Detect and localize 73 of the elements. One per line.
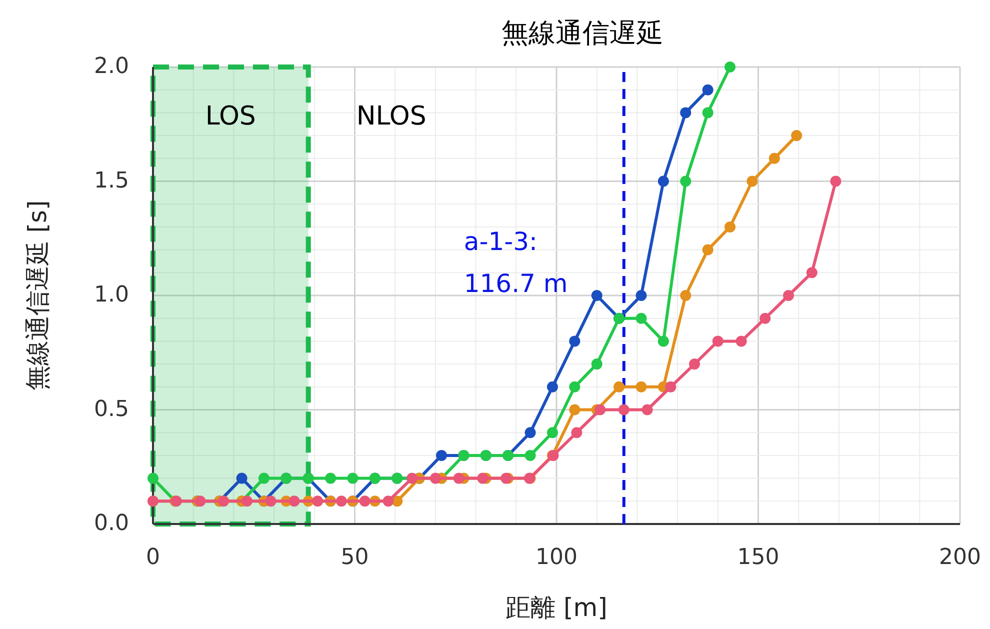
x-tick-label: 150 [737, 545, 780, 570]
point [569, 404, 580, 416]
point [524, 427, 536, 438]
point [436, 450, 448, 461]
y-tick-label: 1.0 [94, 282, 129, 308]
point [712, 336, 724, 347]
point [347, 472, 358, 484]
point [546, 381, 558, 392]
point [760, 312, 771, 324]
point [406, 472, 418, 484]
point [680, 107, 692, 118]
point [477, 472, 488, 484]
point [636, 312, 647, 324]
point [680, 290, 692, 301]
point [636, 381, 647, 392]
x-tick-label: 100 [536, 545, 578, 570]
point [724, 62, 736, 72]
point [591, 358, 602, 370]
annotation: NLOS [356, 101, 426, 132]
point [265, 496, 276, 507]
point [288, 496, 300, 507]
band-label: LOS [205, 101, 256, 132]
y-tick-label: 0.0 [94, 511, 129, 536]
chart-title: 無線通信遅延 [502, 18, 664, 49]
point [359, 496, 370, 507]
point [591, 290, 602, 301]
point [524, 450, 536, 461]
point [702, 107, 714, 118]
point [746, 176, 758, 187]
ref-line-label: a-1-3: 116.7 m [464, 226, 568, 298]
point [642, 404, 653, 416]
point [569, 381, 580, 392]
point [569, 336, 580, 347]
point [325, 472, 336, 484]
point [242, 496, 253, 507]
point [236, 472, 248, 484]
point [258, 472, 270, 484]
point [618, 404, 630, 416]
y-tick-label: 1.5 [94, 168, 129, 194]
point [594, 404, 606, 416]
point [806, 267, 818, 278]
x-tick-label: 50 [340, 545, 369, 570]
point [658, 176, 669, 187]
point [382, 496, 394, 507]
point [658, 336, 669, 347]
point [430, 472, 441, 484]
point [702, 244, 714, 256]
point [688, 358, 700, 370]
x-axis-title: 距離 [m] [506, 593, 608, 622]
point [665, 381, 676, 392]
point [636, 290, 647, 301]
point [768, 152, 780, 164]
x-tick-label: 0 [146, 545, 160, 570]
point [702, 84, 714, 96]
point [312, 496, 324, 507]
y-tick-label: 2.0 [94, 54, 129, 80]
point [218, 496, 230, 507]
x-tick-label: 200 [939, 545, 981, 570]
y-axis-title: 無線通信遅延 [s] [23, 200, 52, 391]
point [453, 472, 464, 484]
point [830, 176, 842, 187]
point [614, 381, 625, 392]
point [336, 496, 347, 507]
y-tick-label: 0.5 [94, 396, 129, 422]
point [680, 176, 692, 187]
point [736, 336, 747, 347]
point [791, 130, 802, 142]
point [571, 427, 582, 438]
point [194, 496, 206, 507]
point [148, 472, 158, 484]
point [546, 427, 558, 438]
point [724, 221, 736, 232]
point [783, 290, 794, 301]
